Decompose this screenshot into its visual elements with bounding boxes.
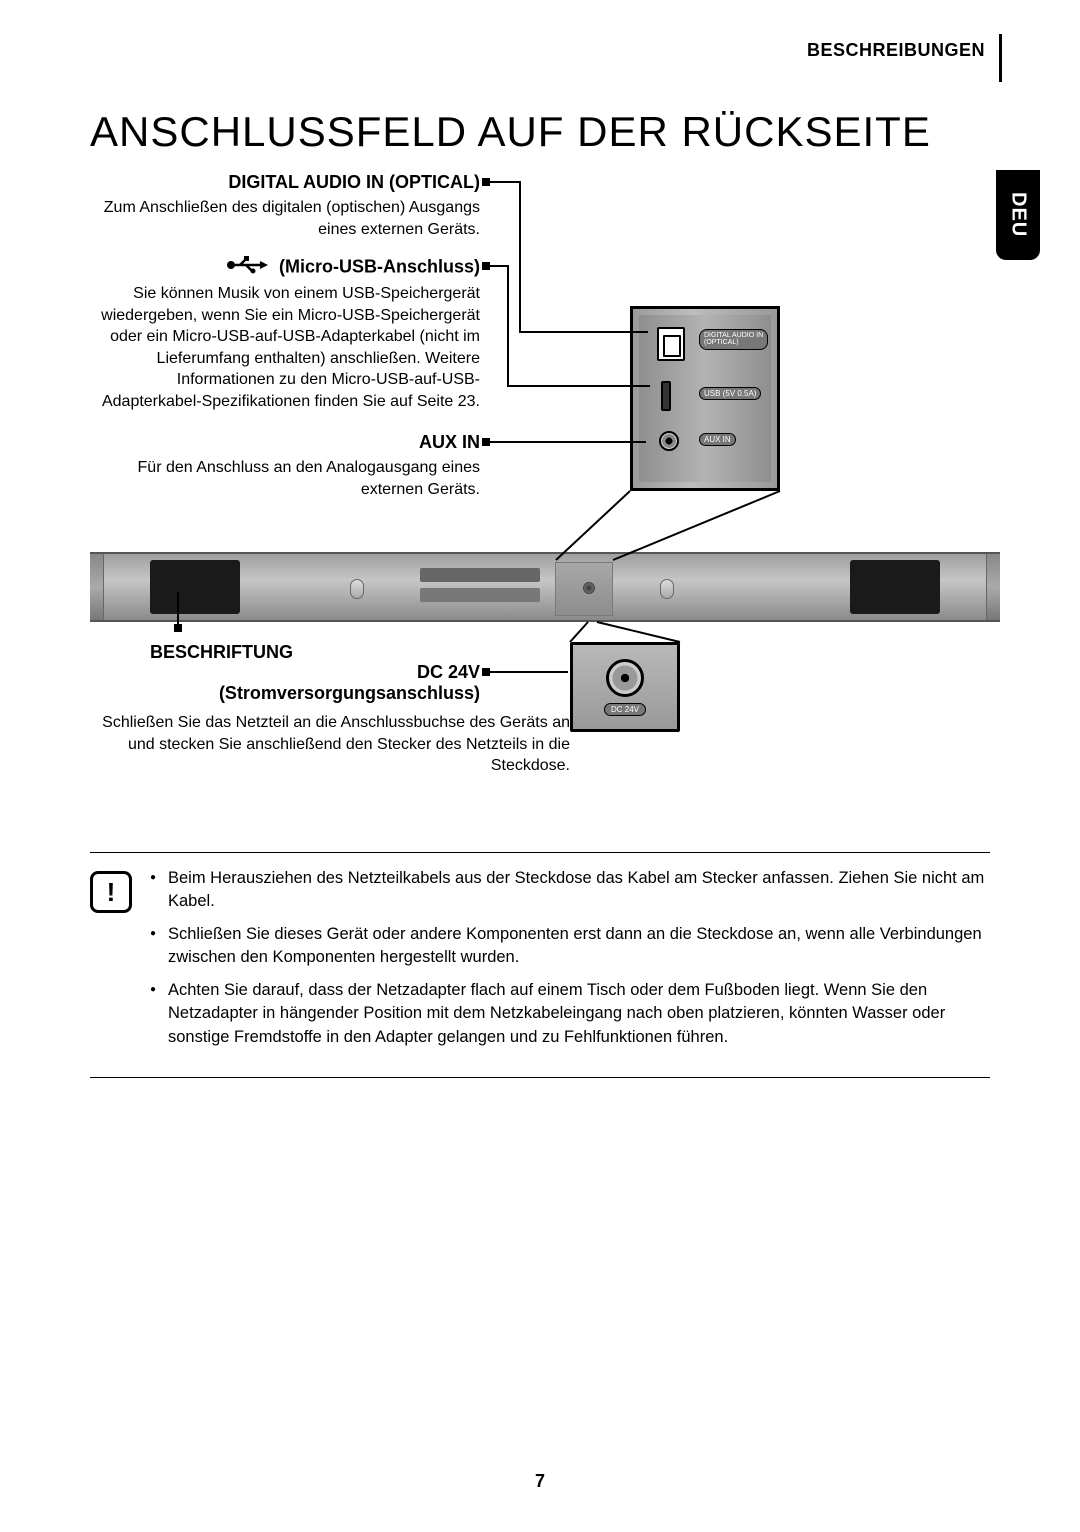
soundbar-mount-1 [350,579,364,599]
label-micro-usb: (Micro-USB-Anschluss) Sie können Musik v… [80,256,480,413]
soundbar-power-jack [583,582,595,594]
label-aux-in-body: Für den Anschluss an den Analogausgang e… [90,457,480,500]
warning-icon: ! [90,871,132,913]
manual-page: BESCHREIBUNGEN DEU ANSCHLUSSFELD AUF DER… [0,0,1080,1532]
port-usb [661,381,671,411]
warning-list: Beim Herausziehen des Netzteilkabels aus… [150,867,990,1059]
soundbar-cap-left [90,554,104,620]
label-beschriftung-text: BESCHRIFTUNG [150,642,293,663]
page-number: 7 [0,1471,1080,1492]
warning-item: Beim Herausziehen des Netzteilkabels aus… [150,867,990,913]
warning-section: ! Beim Herausziehen des Netzteilkabels a… [90,852,990,1078]
soundbar-cap-right [986,554,1000,620]
label-dc24v: DC 24V (Stromversorgungsanschluss) [90,662,480,704]
usb-icon [226,256,268,279]
soundbar-mount-2 [660,579,674,599]
soundbar-slot-left [150,560,240,614]
power-jack-icon [606,659,644,697]
language-tab: DEU [996,170,1040,260]
port-label-optical: DIGITAL AUDIO IN(OPTICAL) [699,329,768,350]
label-dc24v-head: DC 24V [90,662,480,683]
label-digital-audio-head: DIGITAL AUDIO IN (OPTICAL) [90,172,480,193]
section-header: BESCHREIBUNGEN [807,40,1002,82]
label-digital-audio-body: Zum Anschließen des digitalen (optischen… [90,197,480,240]
port-label-aux: AUX IN [699,433,736,446]
language-tab-text: DEU [1007,192,1030,237]
section-label: BESCHREIBUNGEN [807,40,985,61]
connector-panel-zoom: DIGITAL AUDIO IN(OPTICAL) USB (5V 0.5A) … [630,306,780,491]
soundbar-mid-slots [420,568,540,610]
diagram-area: DIGITAL AUDIO IN (OPTICAL) Zum Anschließ… [90,172,990,832]
power-jack-zoom: DC 24V [570,642,680,732]
label-beschriftung: BESCHRIFTUNG [150,642,293,663]
label-digital-audio: DIGITAL AUDIO IN (OPTICAL) Zum Anschließ… [90,172,480,240]
label-aux-in-head: AUX IN [90,432,480,453]
port-optical [657,327,685,361]
page-title: ANSCHLUSSFELD AUF DER RÜCKSEITE [90,108,990,156]
label-dc24v-body: Schließen Sie das Netzteil an die Anschl… [90,712,570,777]
label-micro-usb-body: Sie können Musik von einem USB-Speicherg… [80,283,480,413]
section-divider [999,34,1002,82]
label-aux-in: AUX IN Für den Anschluss an den Analogau… [90,432,480,500]
warning-item: Achten Sie darauf, dass der Netzadapter … [150,979,990,1048]
label-micro-usb-head-text: (Micro-USB-Anschluss) [279,256,480,276]
label-micro-usb-head: (Micro-USB-Anschluss) [80,256,480,279]
port-label-usb: USB (5V 0.5A) [699,387,761,400]
connector-panel-inner: DIGITAL AUDIO IN(OPTICAL) USB (5V 0.5A) … [639,315,771,482]
power-jack-label: DC 24V [604,703,646,716]
soundbar-rear [90,552,1000,622]
port-aux [659,431,679,451]
soundbar-slot-right [850,560,940,614]
label-dc24v-sub: (Stromversorgungsanschluss) [90,683,480,704]
warning-item: Schließen Sie dieses Gerät oder andere K… [150,923,990,969]
